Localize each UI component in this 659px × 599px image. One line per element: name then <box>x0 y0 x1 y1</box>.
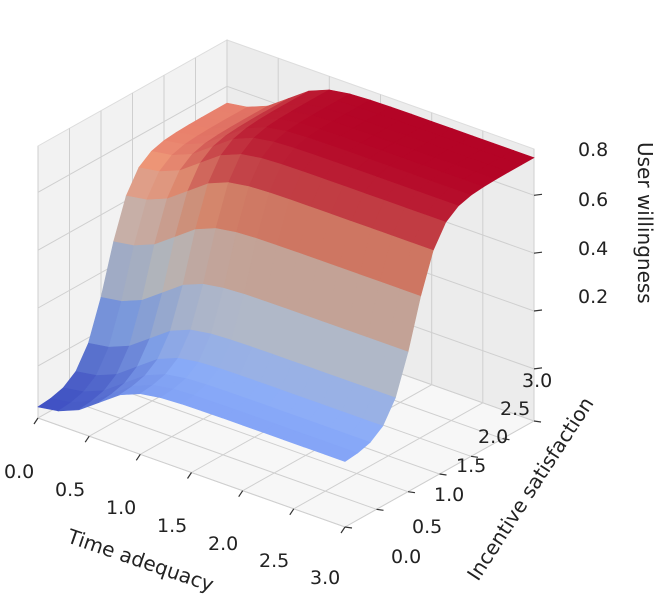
y-tick-label: 1.0 <box>434 484 464 506</box>
z-tick-label: 0.8 <box>578 139 608 161</box>
x-tick-mark <box>33 417 39 425</box>
surface-patch <box>323 445 359 462</box>
z-tick-labels: 0.2 0.4 0.6 0.8 <box>578 139 608 308</box>
y-tick-label: 1.5 <box>456 455 486 477</box>
x-tick-mark <box>340 526 346 534</box>
x-tick-label: 3.0 <box>310 567 340 589</box>
x-tick-mark <box>84 435 90 443</box>
y-tick-label: 2.0 <box>478 426 508 448</box>
x-tick-label: 0.0 <box>4 461 34 483</box>
x-axis-title: Time adequacy <box>63 524 217 597</box>
y-tick-mark <box>470 455 479 458</box>
y-tick-label: 3.0 <box>522 370 552 392</box>
x-tick-label: 0.5 <box>55 479 85 501</box>
x-tick-mark <box>135 453 141 461</box>
y-tick-label: 0.5 <box>412 516 442 538</box>
z-tick-label: 0.2 <box>578 286 608 308</box>
floor-gridline <box>69 399 377 510</box>
x-tick-label: 2.0 <box>208 533 238 555</box>
z-tick-mark <box>533 309 543 312</box>
y-tick-mark <box>407 491 416 494</box>
z-tick-label: 0.6 <box>578 189 608 211</box>
x-tick-mark <box>187 472 192 479</box>
y-tick-mark <box>344 526 353 529</box>
z-tick-mark <box>533 367 543 370</box>
back-gridline <box>37 85 228 193</box>
y-tick-labels: 0.0 0.5 1.0 1.5 2.0 2.5 3.0 <box>391 370 552 568</box>
x-tick-mark <box>289 508 295 516</box>
z-tick-mark <box>533 251 543 254</box>
tick-marks <box>33 193 543 534</box>
z-tick-mark <box>533 193 543 196</box>
z-axis-title: User willingness <box>633 142 657 304</box>
y-tick-label: 2.5 <box>500 398 530 420</box>
x-tick-label: 2.5 <box>259 550 289 572</box>
x-tick-label: 1.0 <box>106 497 136 519</box>
y-tick-mark <box>533 420 542 423</box>
y-tick-label: 0.0 <box>391 546 421 568</box>
y-tick-mark <box>376 508 384 511</box>
y-tick-mark <box>502 438 510 441</box>
x-tick-label: 1.5 <box>157 515 187 537</box>
x-tick-mark <box>238 490 244 498</box>
surface-mesh <box>37 89 535 462</box>
y-tick-mark <box>439 473 447 476</box>
floor-gridline <box>100 382 409 493</box>
x-tick-labels: 0.0 0.5 1.0 1.5 2.0 2.5 3.0 <box>4 461 340 589</box>
z-tick-label: 0.4 <box>578 238 608 260</box>
